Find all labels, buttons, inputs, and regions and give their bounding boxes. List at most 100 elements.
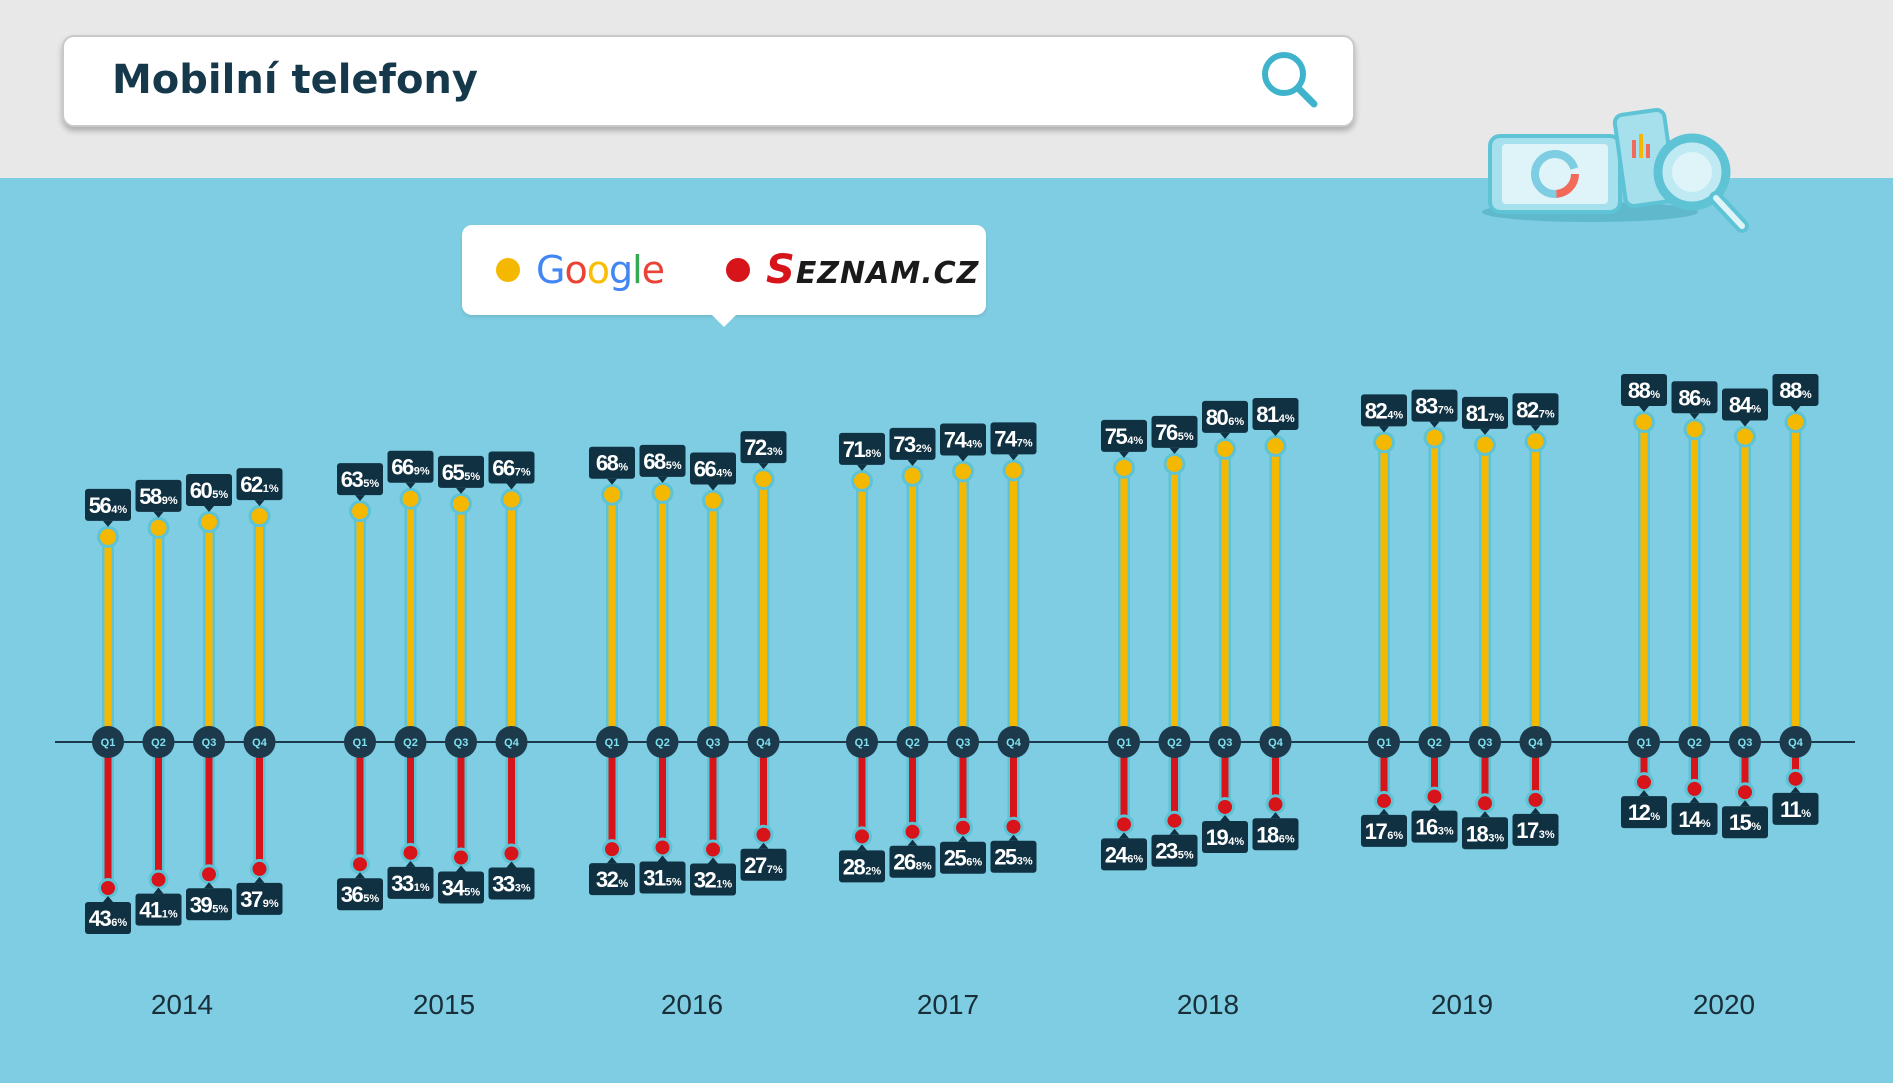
seznam-value-label-2019-q3: 183% — [1462, 811, 1508, 850]
google-point-2016-q3 — [705, 492, 721, 509]
google-value-label-2018-q2-pointer — [1169, 447, 1180, 454]
google-value-label-2015-q4: 667% — [488, 451, 535, 490]
seznam-bar-2016-q2 — [659, 742, 666, 848]
google-point-2015-q3 — [453, 495, 469, 512]
seznam-value-label-2019-q1-bg — [1361, 814, 1407, 847]
google-value-label-2018-q4-pointer — [1270, 430, 1281, 436]
quarter-label-2016-q2: Q2 — [655, 737, 670, 749]
search-icon[interactable] — [1257, 47, 1323, 113]
quarter-badge-2015-q3 — [445, 726, 477, 758]
google-value-label-2014-q2-pointer — [153, 511, 164, 518]
seznam-point-2019-q3 — [1478, 796, 1492, 811]
google-value-label-2019-q3: 817% — [1462, 396, 1508, 435]
quarter-badge-2019-q1 — [1368, 726, 1400, 758]
seznam-value-label-2014-q4-bg — [236, 882, 283, 915]
seznam-value-label-2017-q2-bg — [889, 845, 936, 878]
seznam-point-2014-q2 — [151, 872, 166, 887]
seznam-value-label-2017-q2: 268% — [889, 839, 936, 878]
quarter-label-2020-q1: Q1 — [1637, 737, 1652, 749]
google-point-2019-q1 — [1376, 434, 1392, 451]
quarter-badge-2018-q1 — [1108, 726, 1140, 758]
google-value-label-2019-q3-bg — [1462, 396, 1508, 429]
google-value-label-2017-q2-text: 732% — [893, 432, 932, 457]
google-value-label-2014-q2-text: 589% — [139, 484, 178, 509]
seznam-value-label-2017-q1: 282% — [839, 844, 885, 883]
google-value-label-2020-q2-text: 86% — [1678, 385, 1710, 410]
google-bar-2018-q4 — [1272, 446, 1279, 742]
google-value-label-2019-q1: 824% — [1361, 394, 1407, 433]
seznam-bar-2017-q3 — [959, 742, 967, 828]
seznam-value-label-2015-q4-pointer — [506, 861, 517, 868]
seznam-bar-2015-q2 — [407, 742, 414, 853]
quarter-badge-2017-q2 — [896, 726, 929, 758]
quarter-badge-2015-q4 — [495, 726, 528, 758]
quarter-label-2019-q3: Q3 — [1478, 737, 1493, 749]
seznam-value-label-2014-q1: 436% — [85, 896, 131, 934]
seznam-value-label-2018-q2-pointer — [1169, 828, 1180, 835]
seznam-point-2018-q1 — [1117, 817, 1131, 832]
google-value-label-2015-q4-pointer — [506, 483, 517, 490]
seznam-value-label-2014-q3: 395% — [186, 882, 232, 921]
seznam-value-label-2015-q2-pointer — [405, 860, 416, 867]
google-value-label-2017-q2-pointer — [907, 459, 918, 466]
google-value-label-2016-q3-pointer — [708, 484, 718, 491]
google-value-label-2019-q2: 837% — [1411, 389, 1458, 428]
quarter-label-2020-q2: Q2 — [1687, 737, 1702, 749]
year-label-2015: 2015 — [413, 989, 475, 1020]
quarter-label-2019-q4: Q4 — [1528, 737, 1544, 749]
seznam-value-label-2015-q3-bg — [438, 871, 484, 904]
legend-seznam-marker — [726, 258, 750, 282]
seznam-value-label-2015-q1-text: 365% — [341, 882, 380, 907]
quarter-badge-2015-q2 — [394, 726, 427, 758]
seznam-value-label-2018-q3-pointer — [1220, 814, 1230, 821]
seznam-point-2018-q4 — [1268, 797, 1283, 812]
seznam-value-label-2020-q2-text: 14% — [1678, 807, 1710, 832]
quarter-label-2020-q3: Q3 — [1738, 737, 1753, 749]
google-point-2018-q2 — [1166, 455, 1183, 472]
google-point-2020-q4 — [1787, 414, 1804, 430]
google-value-label-2018-q3-pointer — [1220, 432, 1230, 439]
seznam-value-label-2016-q1-bg — [589, 863, 635, 896]
quarter-label-2014-q4: Q4 — [252, 737, 268, 749]
google-value-label-2015-q4-text: 667% — [492, 455, 531, 480]
search-bar[interactable]: Mobilní telefony — [62, 35, 1355, 127]
seznam-bar-2015-q1 — [356, 742, 364, 865]
seznam-value-label-2018-q1-text: 246% — [1105, 842, 1144, 867]
seznam-value-label-2019-q4-bg — [1512, 813, 1559, 846]
seznam-bar-2019-q3 — [1481, 742, 1489, 804]
quarter-badge-2016-q1 — [596, 726, 628, 758]
google-value-label-2018-q4: 814% — [1252, 398, 1299, 436]
seznam-bar-2020-q4 — [1792, 742, 1799, 779]
search-query-text: Mobilní telefony — [112, 57, 478, 103]
seznam-value-label-2016-q1: 32% — [589, 857, 635, 896]
year-label-2018: 2018 — [1177, 989, 1239, 1020]
google-value-label-2020-q3-text: 84% — [1729, 393, 1761, 418]
google-point-2015-q1 — [352, 503, 368, 520]
legend-item-google: Google — [496, 247, 665, 293]
google-value-label-2017-q1: 718% — [839, 432, 885, 471]
seznam-value-label-2014-q2-pointer — [153, 887, 164, 894]
seznam-value-label-2019-q2-text: 163% — [1415, 815, 1454, 840]
quarter-label-2015-q1: Q1 — [353, 737, 368, 749]
google-value-label-2015-q1-text: 635% — [341, 467, 380, 492]
quarter-label-2015-q2: Q2 — [403, 737, 418, 749]
seznam-value-label-2019-q2-pointer — [1429, 804, 1440, 811]
google-value-label-2016-q3-bg — [690, 452, 736, 485]
google-bar-2020-q1 — [1640, 422, 1648, 742]
seznam-value-label-2015-q3: 345% — [438, 865, 484, 904]
google-value-label-2015-q2-pointer — [405, 482, 416, 489]
google-value-label-2019-q3-pointer — [1480, 428, 1490, 435]
legend-pointer — [710, 313, 738, 327]
seznam-value-label-2016-q4-text: 277% — [744, 853, 783, 878]
google-value-label-2015-q2: 669% — [387, 450, 434, 489]
google-point-2017-q2 — [904, 467, 921, 484]
google-value-label-2016-q2: 685% — [639, 444, 686, 483]
google-bar-2018-q1 — [1120, 467, 1128, 742]
quarter-label-2016-q4: Q4 — [756, 737, 772, 749]
seznam-point-2016-q2 — [655, 840, 670, 855]
seznam-value-label-2020-q3-text: 15% — [1729, 810, 1761, 835]
seznam-value-label-2014-q3-pointer — [204, 882, 214, 889]
quarter-label-2019-q1: Q1 — [1377, 737, 1392, 749]
seznam-point-2017-q4 — [1006, 819, 1021, 834]
seznam-value-label-2019-q3-bg — [1462, 817, 1508, 850]
